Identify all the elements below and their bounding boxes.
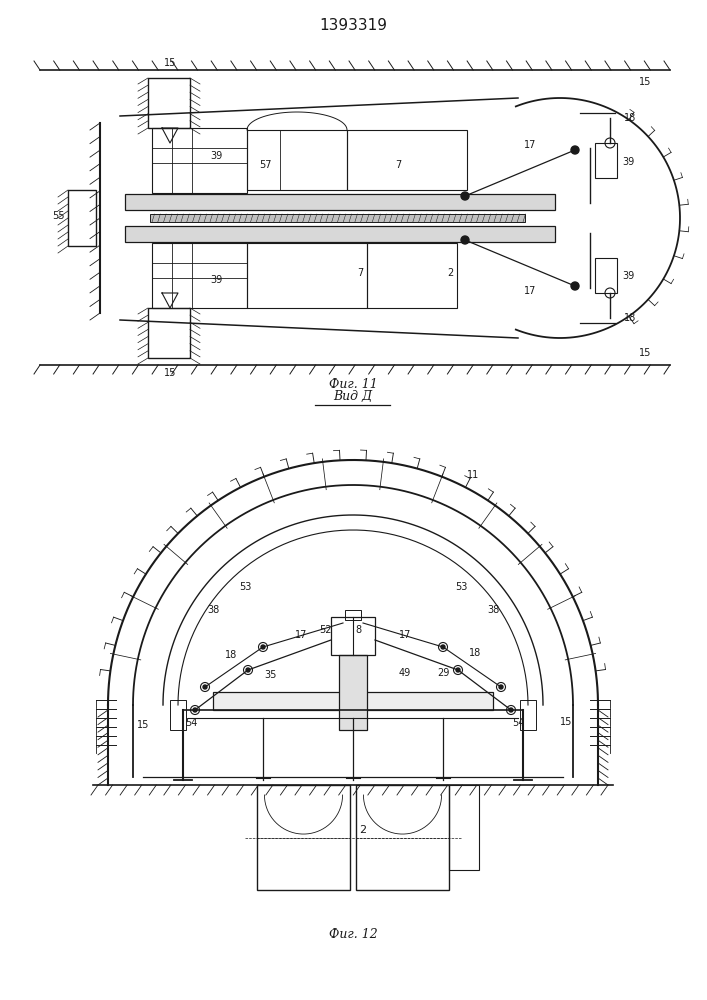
Bar xyxy=(345,610,361,620)
Bar xyxy=(148,78,190,128)
Text: 52: 52 xyxy=(319,625,332,635)
Text: 8: 8 xyxy=(355,625,361,635)
Circle shape xyxy=(203,685,207,689)
Bar xyxy=(148,308,190,358)
Bar xyxy=(152,243,247,308)
Bar xyxy=(367,243,457,308)
Circle shape xyxy=(509,708,513,712)
Text: 15: 15 xyxy=(137,720,149,730)
Text: 17: 17 xyxy=(524,140,536,150)
Text: 39: 39 xyxy=(622,271,634,281)
Text: 55: 55 xyxy=(52,211,64,221)
Bar xyxy=(595,143,617,178)
Text: Фиг. 12: Фиг. 12 xyxy=(329,928,378,942)
Bar xyxy=(449,785,479,870)
Bar xyxy=(595,258,617,293)
Text: 53: 53 xyxy=(239,582,251,592)
Text: 15: 15 xyxy=(639,77,651,87)
Text: 15: 15 xyxy=(639,348,651,358)
Circle shape xyxy=(441,645,445,649)
Text: 18: 18 xyxy=(225,650,237,660)
Bar xyxy=(150,214,525,222)
Text: 2: 2 xyxy=(359,825,366,835)
Bar xyxy=(125,226,555,242)
Text: 18: 18 xyxy=(469,648,481,658)
Text: 18: 18 xyxy=(624,313,636,323)
Text: 57: 57 xyxy=(259,160,271,170)
Text: 35: 35 xyxy=(265,670,277,680)
Text: 11: 11 xyxy=(467,470,479,480)
Bar xyxy=(257,785,350,890)
Text: 53: 53 xyxy=(455,582,467,592)
Text: 15: 15 xyxy=(164,58,176,68)
Text: 54: 54 xyxy=(185,718,197,728)
Bar xyxy=(339,655,367,730)
Text: 39: 39 xyxy=(210,275,222,285)
Bar xyxy=(520,700,536,730)
Circle shape xyxy=(571,282,579,290)
Text: 7: 7 xyxy=(395,160,401,170)
Circle shape xyxy=(193,708,197,712)
Text: 39: 39 xyxy=(622,157,634,167)
Text: 15: 15 xyxy=(164,368,176,378)
Text: 17: 17 xyxy=(295,630,307,640)
Text: 1393319: 1393319 xyxy=(319,17,387,32)
Text: 17: 17 xyxy=(524,286,536,296)
Bar xyxy=(356,785,449,890)
Circle shape xyxy=(456,668,460,672)
Bar xyxy=(68,190,96,246)
Circle shape xyxy=(461,192,469,200)
Text: 29: 29 xyxy=(437,668,449,678)
Text: 38: 38 xyxy=(487,605,499,615)
Circle shape xyxy=(571,146,579,154)
Text: 17: 17 xyxy=(399,630,411,640)
Text: 39: 39 xyxy=(210,151,222,161)
Circle shape xyxy=(261,645,265,649)
Circle shape xyxy=(499,685,503,689)
Text: 18: 18 xyxy=(624,113,636,123)
Bar xyxy=(125,194,555,210)
Text: 15: 15 xyxy=(560,717,572,727)
Text: 7: 7 xyxy=(357,268,363,278)
Text: 54: 54 xyxy=(512,718,524,728)
Circle shape xyxy=(461,236,469,244)
Bar xyxy=(152,128,247,193)
Text: 2: 2 xyxy=(447,268,453,278)
Bar xyxy=(213,692,493,710)
Text: Фиг. 11: Фиг. 11 xyxy=(329,378,378,391)
Text: Вид Д: Вид Д xyxy=(334,390,373,403)
Bar xyxy=(247,243,367,308)
Bar xyxy=(170,700,186,730)
Text: 38: 38 xyxy=(207,605,219,615)
Text: 49: 49 xyxy=(399,668,411,678)
Bar xyxy=(347,130,467,190)
Bar xyxy=(331,617,375,655)
Bar xyxy=(247,130,347,190)
Circle shape xyxy=(246,668,250,672)
